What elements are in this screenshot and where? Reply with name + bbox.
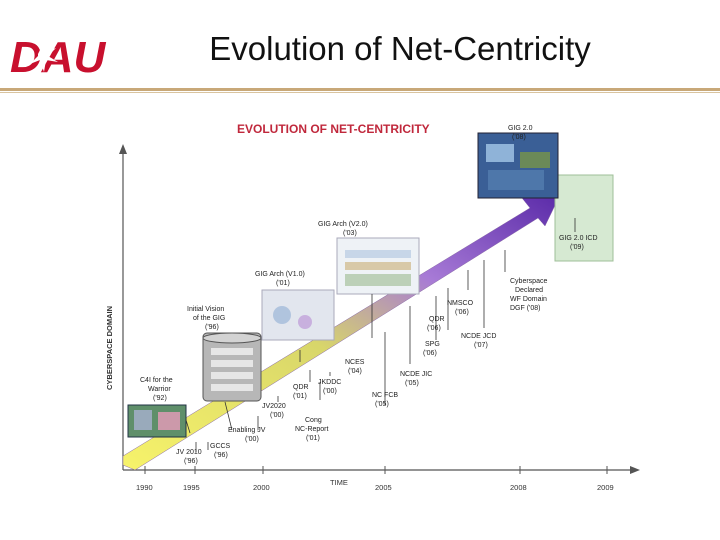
year-label: 1990	[136, 483, 153, 492]
y-axis-label: CYBERSPACE DOMAIN	[105, 306, 114, 390]
header-rule	[0, 88, 720, 91]
milestone-jv2020: JV2020 ('00)	[262, 403, 288, 419]
milestone-jkddc: JKDDC ('00)	[318, 379, 343, 395]
gig20-icd-box	[554, 174, 614, 262]
connector-lines	[185, 218, 576, 452]
milestone-gccs: GCCS ('96)	[210, 443, 232, 459]
dau-logo: DAU	[10, 33, 107, 78]
header-rule-thin	[0, 92, 720, 93]
page-title: Evolution of Net-Centricity	[209, 30, 591, 67]
logo-text: DAU	[10, 33, 107, 78]
milestone-c4i: C4I for the Warrior ('92)	[140, 377, 175, 402]
milestone-gig20-icd: GIG 2.0 ICD ('09)	[559, 235, 599, 251]
y-axis-arrow	[119, 144, 127, 154]
milestone-ncde-jic: NCDE JIC ('05)	[400, 371, 434, 387]
milestone-gig-v1: GIG Arch (V1.0) ('01)	[255, 271, 307, 287]
year-label: 2008	[510, 483, 527, 492]
milestone-nc-fcb: NC FCB ('05)	[372, 392, 400, 408]
milestone-qdr-06: QDR ('06)	[427, 316, 447, 332]
x-axis-label: TIME	[330, 478, 348, 487]
year-label: 1995	[183, 483, 200, 492]
milestone-gig-v2: GIG Arch (V2.0) ('03)	[318, 221, 370, 237]
star-icon	[30, 42, 58, 72]
slide-header: DAU Evolution of Net-Centricity	[0, 0, 720, 86]
milestone-nces: NCES ('04)	[345, 359, 366, 375]
milestone-initial-vision: Initial Vision of the GIG ('96)	[187, 306, 227, 331]
x-axis-arrow	[630, 466, 640, 474]
milestone-ncde-jcd: NCDE JCD ('07)	[461, 333, 498, 349]
milestone-gig20: GIG 2.0 ('08)	[508, 125, 534, 141]
gig-v1-image	[261, 289, 335, 341]
milestone-qdr-01: QDR ('01)	[293, 384, 311, 400]
diagram-heading: EVOLUTION OF NET-CENTRICITY	[237, 122, 430, 136]
year-label: 2009	[597, 483, 614, 492]
year-label: 2000	[253, 483, 270, 492]
evolution-diagram: EVOLUTION OF NET-CENTRICITY CYBERSPACE D…	[105, 122, 640, 492]
milestone-enabling-jv: Enabling JV ('00)	[228, 427, 267, 443]
milestone-cong: Cong NC-Report ('01)	[295, 417, 330, 442]
year-label: 2005	[375, 483, 392, 492]
milestone-jv2010: JV 2010 ('96)	[176, 449, 204, 465]
milestone-spg: SPG ('06)	[423, 341, 442, 357]
milestone-nmsco: NMSCO ('06)	[447, 300, 475, 316]
milestone-cyberspace: Cyberspace Declared WF Domain DGF ('08)	[510, 278, 549, 312]
